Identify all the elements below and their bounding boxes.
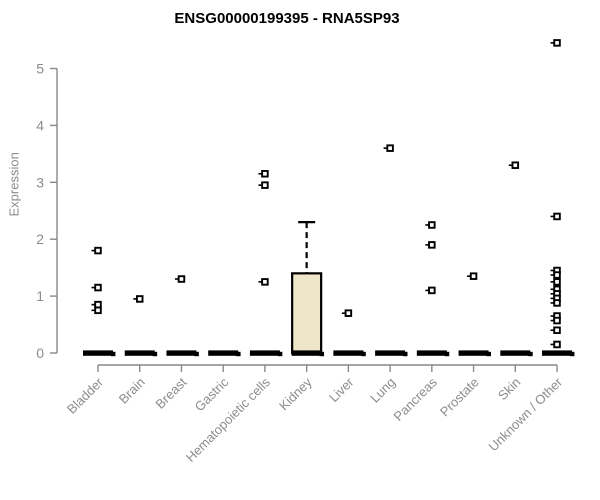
data-point <box>94 246 102 255</box>
data-point <box>553 39 561 47</box>
zero-bar-end-point <box>444 351 450 357</box>
y-tick-label: 5 <box>36 61 44 77</box>
zero-bar-end-point <box>236 351 241 357</box>
data-point <box>344 309 353 317</box>
x-tick-label: Bladder <box>64 374 107 417</box>
zero-median-bar <box>375 350 406 356</box>
zero-bar-end-point <box>361 351 366 357</box>
x-tick-label: Liver <box>326 374 357 405</box>
zero-bar-end-point <box>277 351 283 357</box>
zero-median-bar <box>500 350 531 356</box>
x-tick-label: Unknown / Other <box>486 374 566 454</box>
y-tick-label: 0 <box>36 345 44 361</box>
data-point <box>553 340 561 349</box>
x-tick-label: Gastric <box>192 374 232 414</box>
data-point <box>553 316 561 325</box>
zero-median-bar <box>333 350 364 356</box>
zero-median-bar <box>124 350 155 356</box>
y-tick-label: 1 <box>36 288 44 304</box>
x-tick-label: Pancreas <box>391 374 441 424</box>
data-point <box>553 326 561 334</box>
data-point <box>553 271 561 279</box>
chart-title: ENSG00000199395 - RNA5SP93 <box>174 10 400 27</box>
zero-median-bar <box>542 350 573 356</box>
data-point <box>428 286 436 295</box>
x-tick-label: Prostate <box>437 375 482 420</box>
data-point <box>94 283 102 292</box>
x-tick-label: Brain <box>116 375 148 407</box>
data-point <box>386 144 394 152</box>
zero-median-bar <box>416 350 447 356</box>
zero-bar-end-point <box>194 351 199 357</box>
y-tick-label: 3 <box>36 174 44 190</box>
zero-bar-end-point <box>403 351 408 357</box>
data-point <box>469 272 478 280</box>
data-point <box>135 295 144 303</box>
zero-median-bar <box>166 350 197 356</box>
data-point <box>553 212 561 221</box>
y-tick-label: 2 <box>36 231 44 247</box>
data-point <box>553 278 561 286</box>
zero-bar-end-point <box>152 351 158 357</box>
zero-bar-end-point <box>111 351 116 357</box>
zero-bar-end-point <box>486 351 491 357</box>
zero-median-bar <box>249 350 280 356</box>
data-point <box>261 170 269 178</box>
zero-bar-end-point <box>528 351 533 357</box>
data-point <box>553 299 561 307</box>
kidney-box <box>291 272 323 355</box>
data-point <box>177 275 186 283</box>
y-tick-label: 4 <box>36 117 44 133</box>
zero-median-bar <box>458 350 489 356</box>
data-point <box>94 306 102 315</box>
zero-bar-end-point <box>570 351 575 357</box>
x-tick-label: Skin <box>495 375 523 403</box>
zero-bar-end-point <box>319 351 325 357</box>
zero-median-bar <box>208 350 239 356</box>
data-point <box>428 241 436 249</box>
data-point <box>261 181 269 189</box>
x-tick-label: Breast <box>152 374 189 411</box>
x-tick-label: Lung <box>367 375 398 406</box>
data-point <box>428 221 436 229</box>
zero-median-bar <box>83 350 113 356</box>
zero-median-bar <box>291 350 322 356</box>
x-tick-label: Kidney <box>276 374 315 413</box>
data-point <box>511 161 520 169</box>
data-point <box>261 278 269 286</box>
